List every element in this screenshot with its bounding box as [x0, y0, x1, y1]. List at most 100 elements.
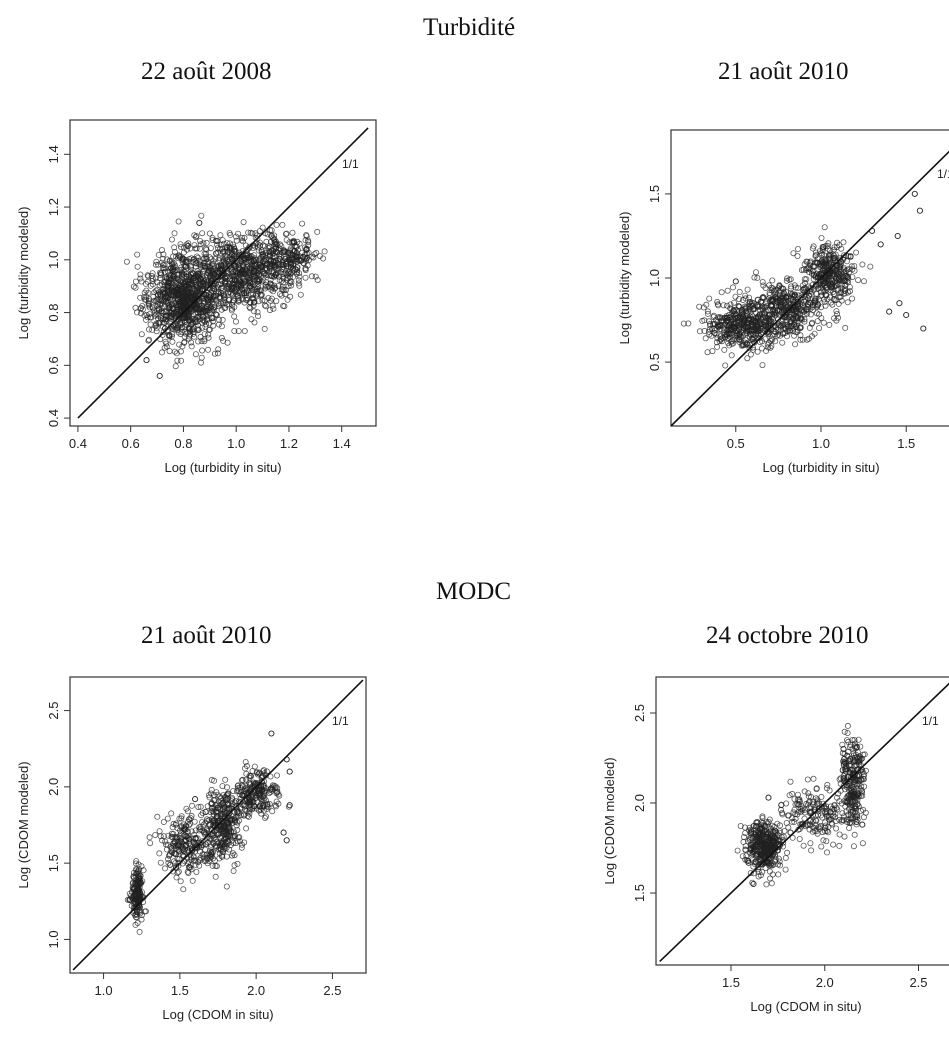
- chart-2-point: [781, 290, 788, 297]
- chart-3-point: [262, 797, 269, 804]
- chart-2-point: [784, 275, 791, 282]
- chart-2-point: [773, 286, 780, 293]
- chart-2-point: [768, 336, 775, 343]
- chart-3-point: [202, 819, 209, 826]
- chart-4-point: [807, 821, 814, 828]
- chart-3-point: [203, 827, 210, 834]
- chart-1-point: [241, 290, 248, 297]
- chart-4-point: [846, 792, 853, 799]
- chart-3-point: [220, 836, 227, 843]
- chart-3-point: [234, 826, 241, 833]
- chart-2-y-tick-label: 1.5: [647, 185, 662, 203]
- chart-1-point: [158, 308, 165, 315]
- chart-1-point: [251, 308, 258, 315]
- chart-4-point: [803, 800, 810, 807]
- chart-3-point: [250, 779, 257, 786]
- chart-2-point: [801, 276, 808, 283]
- chart-4-point: [745, 859, 752, 866]
- chart-4-point: [859, 840, 866, 847]
- chart-4-x-tick-label: 2.5: [909, 975, 927, 990]
- chart-3-point: [268, 730, 275, 737]
- chart-2-point: [727, 301, 734, 308]
- chart-1-x-tick-label: 1.4: [333, 436, 351, 451]
- chart-1-point: [177, 278, 184, 285]
- chart-2-point: [721, 346, 728, 353]
- chart-1-point: [233, 268, 240, 275]
- chart-1-point: [145, 326, 152, 333]
- chart-4-point: [839, 816, 846, 823]
- chart-3-point: [236, 784, 243, 791]
- chart-2-point: [759, 294, 766, 301]
- chart-1-point: [224, 282, 231, 289]
- chart-1-point: [199, 347, 206, 354]
- chart-2-point: [718, 314, 725, 321]
- chart-3-point: [208, 853, 215, 860]
- chart-1-point: [184, 311, 191, 318]
- chart-4-point: [819, 814, 826, 821]
- chart-2-point: [714, 301, 721, 308]
- chart-1-point: [203, 317, 210, 324]
- chart-3-point: [130, 869, 137, 876]
- chart-3-point: [192, 843, 199, 850]
- chart-1-point: [170, 273, 177, 280]
- chart-4-point: [822, 822, 829, 829]
- chart-1-point: [238, 291, 245, 298]
- chart-3-point: [263, 768, 270, 775]
- chart-1-point: [267, 297, 274, 304]
- chart-3-point: [136, 884, 143, 891]
- chart-3-point: [185, 858, 192, 865]
- chart-4-point: [831, 806, 838, 813]
- chart-4-point: [841, 758, 848, 765]
- chart-4-point: [841, 833, 848, 840]
- chart-2-point: [754, 348, 761, 355]
- chart-4-point: [860, 806, 867, 813]
- chart-2-point: [714, 335, 721, 342]
- chart-4-point: [823, 813, 830, 820]
- chart-1-point: [231, 275, 238, 282]
- chart-2-point: [820, 319, 827, 326]
- chart-1-point: [151, 297, 158, 304]
- chart-1-y-tick-label: 1.2: [46, 198, 61, 216]
- chart-4-point: [758, 822, 765, 829]
- chart-1-point: [177, 331, 184, 338]
- chart-4-panel: 1/1 1.5 2.0 2.5 1.5 2.0 2.5 Log (CDOM in situ) L…: [590, 665, 949, 1046]
- chart-4-point: [806, 821, 813, 828]
- chart-2-point: [769, 277, 776, 284]
- chart-4-point: [797, 805, 804, 812]
- chart-2-point: [814, 318, 821, 325]
- chart-2-point: [745, 316, 752, 323]
- chart-2-point: [753, 314, 760, 321]
- chart-1-point: [155, 261, 162, 268]
- chart-2-point: [795, 312, 802, 319]
- chart-1-point: [191, 288, 198, 295]
- chart-4-point: [751, 861, 758, 868]
- chart-1-point: [176, 341, 183, 348]
- chart-3-point: [169, 834, 176, 841]
- chart-2-point: [751, 274, 758, 281]
- chart-1-point: [204, 284, 211, 291]
- chart-1-point: [213, 250, 220, 257]
- chart-1-x-axis-label: Log (turbidity in situ): [164, 460, 281, 475]
- chart-1-point: [166, 292, 173, 299]
- chart-2-point: [790, 327, 797, 334]
- chart-1-point: [185, 288, 192, 295]
- chart-2-point: [762, 310, 769, 317]
- chart-3-point: [255, 782, 262, 789]
- chart-1-point: [270, 250, 277, 257]
- chart-4-point: [765, 845, 772, 852]
- chart-4-point: [844, 798, 851, 805]
- chart-1-point: [163, 340, 170, 347]
- chart-2-point: [806, 324, 813, 331]
- chart-1-point: [168, 312, 175, 319]
- chart-3-point: [231, 815, 238, 822]
- chart-1-point: [240, 219, 247, 226]
- chart-2-point: [724, 287, 731, 294]
- chart-1-y-tick-label: 0.4: [46, 409, 61, 427]
- chart-3-point: [136, 874, 143, 881]
- chart-3-point: [238, 777, 245, 784]
- chart-3-point: [136, 896, 143, 903]
- chart-1-point: [241, 299, 248, 306]
- chart-1-point: [321, 248, 328, 255]
- chart-2-point: [790, 293, 797, 300]
- chart-1-plot-frame: [69, 119, 377, 427]
